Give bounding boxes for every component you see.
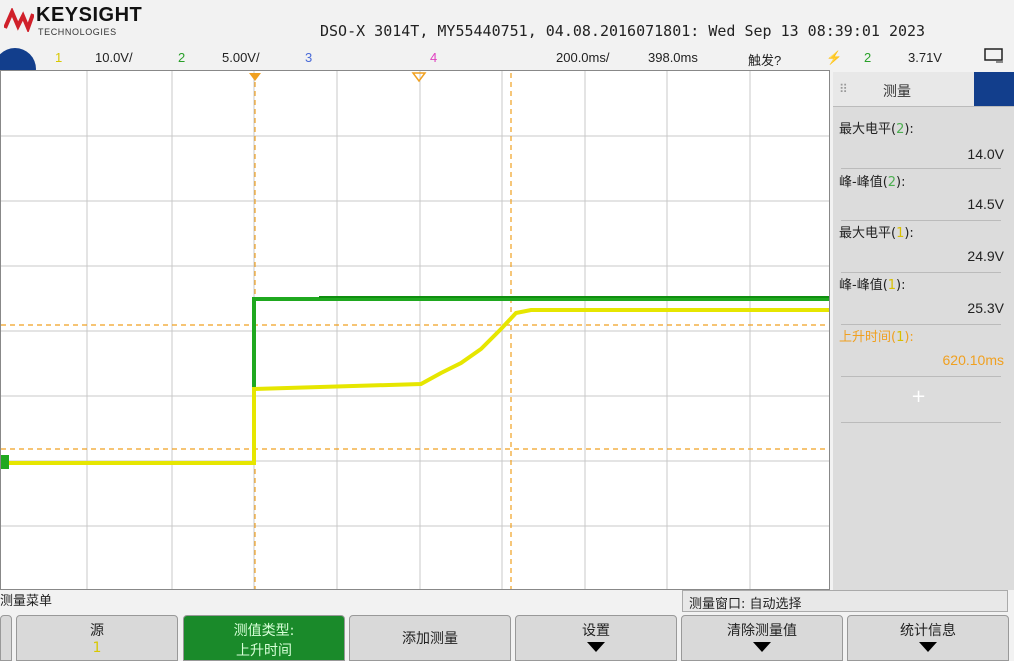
channel-status-row: 1 10.0V/ 2 5.00V/ 3 4 200.0ms/ 398.0ms 触… (0, 46, 1014, 70)
meas-label-1: 最大电平(2): (839, 122, 914, 137)
ch3-number[interactable]: 3 (305, 50, 313, 65)
waveform-canvas (1, 71, 830, 590)
meas-value-5: 620.10ms (942, 352, 1004, 368)
ch2-scale[interactable]: 5.00V/ (222, 50, 260, 65)
dropdown-arrow-icon (587, 642, 605, 652)
softkey-source-value: 1 (92, 640, 102, 656)
divider (841, 168, 1001, 169)
ch2-ground-marker[interactable] (1, 455, 9, 469)
trigger-status[interactable]: 触发? (748, 53, 782, 68)
waveform-display[interactable] (0, 70, 830, 590)
softkey-statistics-label: 统计信息 (900, 623, 956, 639)
panel-toggle-button[interactable] (974, 72, 1014, 106)
dropdown-arrow-icon (753, 642, 771, 652)
ch1-number[interactable]: 1 (55, 50, 63, 65)
trigger-channel[interactable]: 2 (864, 50, 872, 65)
ch1-scale[interactable]: 10.0V/ (95, 50, 133, 65)
measurement-panel-title: 测量 (883, 84, 911, 100)
meas-value-4: 25.3V (967, 300, 1004, 316)
softkey-measure-type-value: 上升时间 (236, 643, 292, 659)
screen-icon[interactable] (984, 48, 1004, 67)
measure-window-status: 测量窗口: 自动选择 (682, 590, 1008, 612)
softkey-settings-label: 设置 (582, 623, 610, 639)
measurement-panel: ⠿ 测量 最大电平(2): 14.0V 峰-峰值(2): 14.5V 最大电平(… (833, 72, 1014, 590)
plus-icon[interactable]: + (911, 386, 927, 407)
drag-handle-icon[interactable]: ⠿ (839, 82, 848, 96)
instrument-info: DSO-X 3014T, MY55440751, 04.08.201607180… (320, 22, 926, 40)
softkey-settings[interactable]: 设置 (515, 615, 677, 661)
brand-subtitle: TECHNOLOGIES (38, 27, 117, 37)
meas-label-3: 最大电平(1): (839, 226, 914, 241)
trigger-icon: ⚡ (826, 50, 843, 65)
ch2-number[interactable]: 2 (178, 50, 186, 65)
meas-value-3: 24.9V (967, 248, 1004, 264)
divider (841, 422, 1001, 423)
meas-label-2: 峰-峰值(2): (839, 175, 906, 190)
softkey-measure-type[interactable]: 测值类型: 上升时间 (183, 615, 345, 661)
softkey-statistics[interactable]: 统计信息 (847, 615, 1009, 661)
divider (841, 272, 1001, 273)
meas-label-4: 峰-峰值(1): (839, 278, 906, 293)
meas-value-1: 14.0V (967, 146, 1004, 162)
back-arrow-button[interactable] (0, 615, 12, 661)
keysight-logo-icon (4, 8, 34, 32)
meas-label-5: 上升时间(1): (839, 330, 914, 345)
softkey-add-measurement-label: 添加测量 (402, 631, 458, 647)
divider (841, 220, 1001, 221)
menu-title: 测量菜单 (0, 594, 53, 609)
brand-logo: KEYSIGHT TECHNOLOGIES (0, 0, 330, 46)
delay[interactable]: 398.0ms (648, 50, 698, 65)
trigger-marker (249, 73, 261, 81)
ch4-number[interactable]: 4 (430, 50, 438, 65)
brand-name: KEYSIGHT (36, 4, 143, 26)
softkey-source-label: 源 (90, 623, 104, 639)
timebase[interactable]: 200.0ms/ (556, 50, 610, 65)
softkey-add-measurement[interactable]: 添加测量 (349, 615, 511, 661)
cursors[interactable] (1, 73, 830, 590)
divider (841, 324, 1001, 325)
ch1-waveform (1, 308, 829, 465)
softkey-measure-type-label: 测值类型: (233, 623, 295, 639)
softkey-clear-label: 清除测量值 (727, 623, 797, 639)
dropdown-arrow-icon (919, 642, 937, 652)
meas-value-2: 14.5V (967, 196, 1004, 212)
trigger-level[interactable]: 3.71V (908, 50, 942, 65)
delay-marker (411, 72, 427, 83)
softkey-source[interactable]: 源 1 (16, 615, 178, 661)
divider (841, 376, 1001, 377)
ch2-waveform (1, 297, 829, 465)
softkey-clear-measurements[interactable]: 清除测量值 (681, 615, 843, 661)
graticule (1, 71, 829, 589)
